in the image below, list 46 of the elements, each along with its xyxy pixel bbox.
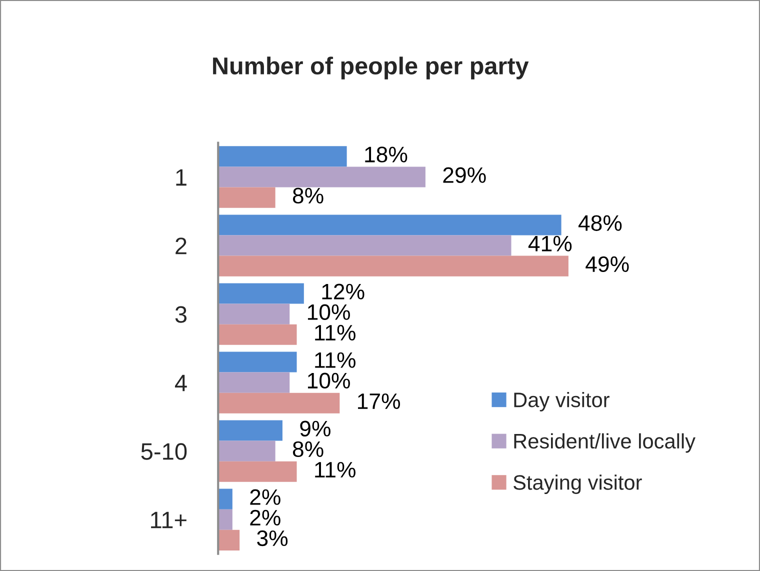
bar	[218, 146, 347, 167]
bar	[218, 235, 512, 256]
y-tick-label: 3	[175, 306, 187, 323]
bar	[218, 352, 297, 372]
y-tick-label: 2	[176, 238, 186, 254]
data-label: 8%	[292, 441, 324, 458]
bar	[218, 372, 290, 393]
data-label: 10%	[308, 372, 350, 389]
bar	[218, 256, 568, 276]
data-label: 48%	[578, 215, 622, 231]
bar	[218, 187, 276, 208]
y-tick-label: 4	[174, 374, 187, 392]
bar	[218, 304, 290, 324]
y-tick-label: 5-10	[141, 443, 187, 460]
legend-label: Day visitor	[514, 392, 610, 412]
data-label: 18%	[365, 146, 408, 162]
data-label: 2%	[250, 510, 280, 526]
bar	[218, 420, 282, 441]
data-label: 49%	[586, 256, 629, 272]
data-label: 8%	[292, 188, 324, 204]
data-label: 29%	[443, 167, 486, 183]
data-label: 41%	[528, 236, 572, 252]
legend-label: Staying visitor	[514, 474, 642, 494]
bar	[218, 488, 232, 510]
data-label: 2%	[250, 489, 280, 505]
chart-title: Number of people per party	[213, 56, 529, 80]
bar	[218, 530, 240, 550]
data-label: 9%	[300, 420, 330, 436]
bar	[218, 324, 297, 345]
data-label: 11%	[315, 462, 356, 478]
bar	[218, 392, 340, 414]
bar	[218, 440, 276, 462]
legend-label: Resident/live locally	[514, 433, 696, 453]
y-tick-label: 1	[176, 169, 186, 186]
data-label: 12%	[322, 284, 364, 300]
bar	[218, 214, 562, 236]
data-label: 10%	[308, 304, 350, 320]
bar	[218, 283, 304, 304]
data-label: 11%	[315, 352, 356, 368]
data-label: 17%	[358, 393, 400, 410]
data-label: 3%	[257, 530, 288, 546]
bar	[218, 509, 232, 530]
bar	[218, 166, 426, 188]
y-tick-label: 11+	[151, 512, 186, 528]
bar	[218, 461, 297, 482]
data-label: 11%	[315, 324, 356, 340]
